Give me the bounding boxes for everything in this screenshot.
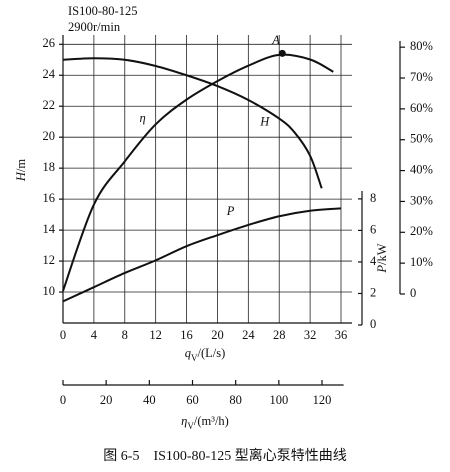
x-tick-label: 20: [211, 328, 224, 342]
y2-tick-label: 60%: [410, 101, 433, 115]
x2-axis-label-part: η: [181, 414, 187, 428]
y-tick-label: 12: [43, 253, 56, 267]
curve: [62, 207, 342, 303]
y-axis-label-part: H: [14, 171, 28, 182]
y-tick-label: 20: [43, 129, 56, 143]
info-model: IS100-80-125: [68, 4, 137, 18]
y2-tick-label: 40%: [410, 162, 433, 176]
curve-label: P: [226, 204, 235, 218]
x-tick-label: 12: [149, 328, 162, 342]
x-tick-label: 28: [273, 328, 286, 342]
x-axis-label: qV/(L/s): [185, 346, 226, 363]
marker-label: A: [271, 33, 280, 47]
curve-label: H: [259, 114, 270, 128]
y2-tick-label: 30%: [410, 193, 433, 207]
x-tick-label: 32: [304, 328, 317, 342]
y3-axis-label-part: /kW: [375, 243, 389, 265]
y2-tick-label: 80%: [410, 39, 433, 53]
y2-tick-label: 20%: [410, 224, 433, 238]
x-tick-label: 8: [122, 328, 128, 342]
info-box: [64, 4, 164, 36]
x2-tick-label: 100: [269, 393, 288, 407]
x-tick-label: 16: [180, 328, 193, 342]
curve: [62, 53, 334, 292]
x-axis-label-part: q: [185, 346, 191, 360]
x2-tick-label: 60: [186, 393, 199, 407]
y-tick-label: 24: [43, 67, 56, 81]
caption: 图 6-5 IS100-80-125 型离心泵特性曲线: [103, 447, 346, 464]
x2-tick-label: 120: [313, 393, 332, 407]
y3-tick-label: 6: [370, 222, 376, 236]
curve: [62, 57, 323, 189]
y3-tick-label: 4: [370, 254, 377, 268]
x2-axis-label: ηV/(m³/h): [181, 414, 229, 431]
x-tick-label: 24: [242, 328, 255, 342]
y3-axis-label: P/kW: [375, 243, 389, 273]
y3-tick-label: 2: [370, 285, 376, 299]
x2-axis-label-part: /(m³/h): [194, 414, 229, 428]
y2-tick-label: 70%: [410, 70, 433, 84]
y-axis-label: H/m: [14, 159, 28, 183]
x-axis-label-part: /(L/s): [197, 346, 225, 360]
y-tick-label: 16: [43, 191, 56, 205]
y2-tick-label: 50%: [410, 132, 433, 146]
x2-tick-label: 80: [229, 393, 242, 407]
x-axis-label-part: V: [191, 353, 198, 363]
curve-label: η: [139, 111, 145, 125]
y-tick-label: 18: [43, 160, 56, 174]
y2-tick-label: 0: [410, 286, 416, 300]
x2-tick-label: 40: [143, 393, 156, 407]
y3-tick-label: 0: [370, 317, 376, 331]
x-tick-label: 4: [91, 328, 98, 342]
marker-point: [278, 49, 286, 57]
y3-tick-label: 8: [370, 191, 376, 205]
x2-axis-label-part: V: [187, 421, 194, 431]
y-tick-label: 10: [43, 284, 56, 298]
y-axis-label-part: /m: [14, 159, 28, 172]
x-tick-label: 36: [335, 328, 348, 342]
y3-axis-label-part: P: [375, 265, 389, 274]
x2-tick-label: 0: [60, 393, 66, 407]
y-tick-label: 22: [43, 98, 56, 112]
x2-tick-label: 20: [100, 393, 113, 407]
y2-tick-label: 10%: [410, 255, 433, 269]
x-tick-label: 0: [60, 328, 66, 342]
y-tick-label: 14: [43, 222, 56, 236]
y-tick-label: 26: [43, 36, 56, 50]
info-speed: 2900r/min: [68, 20, 121, 34]
